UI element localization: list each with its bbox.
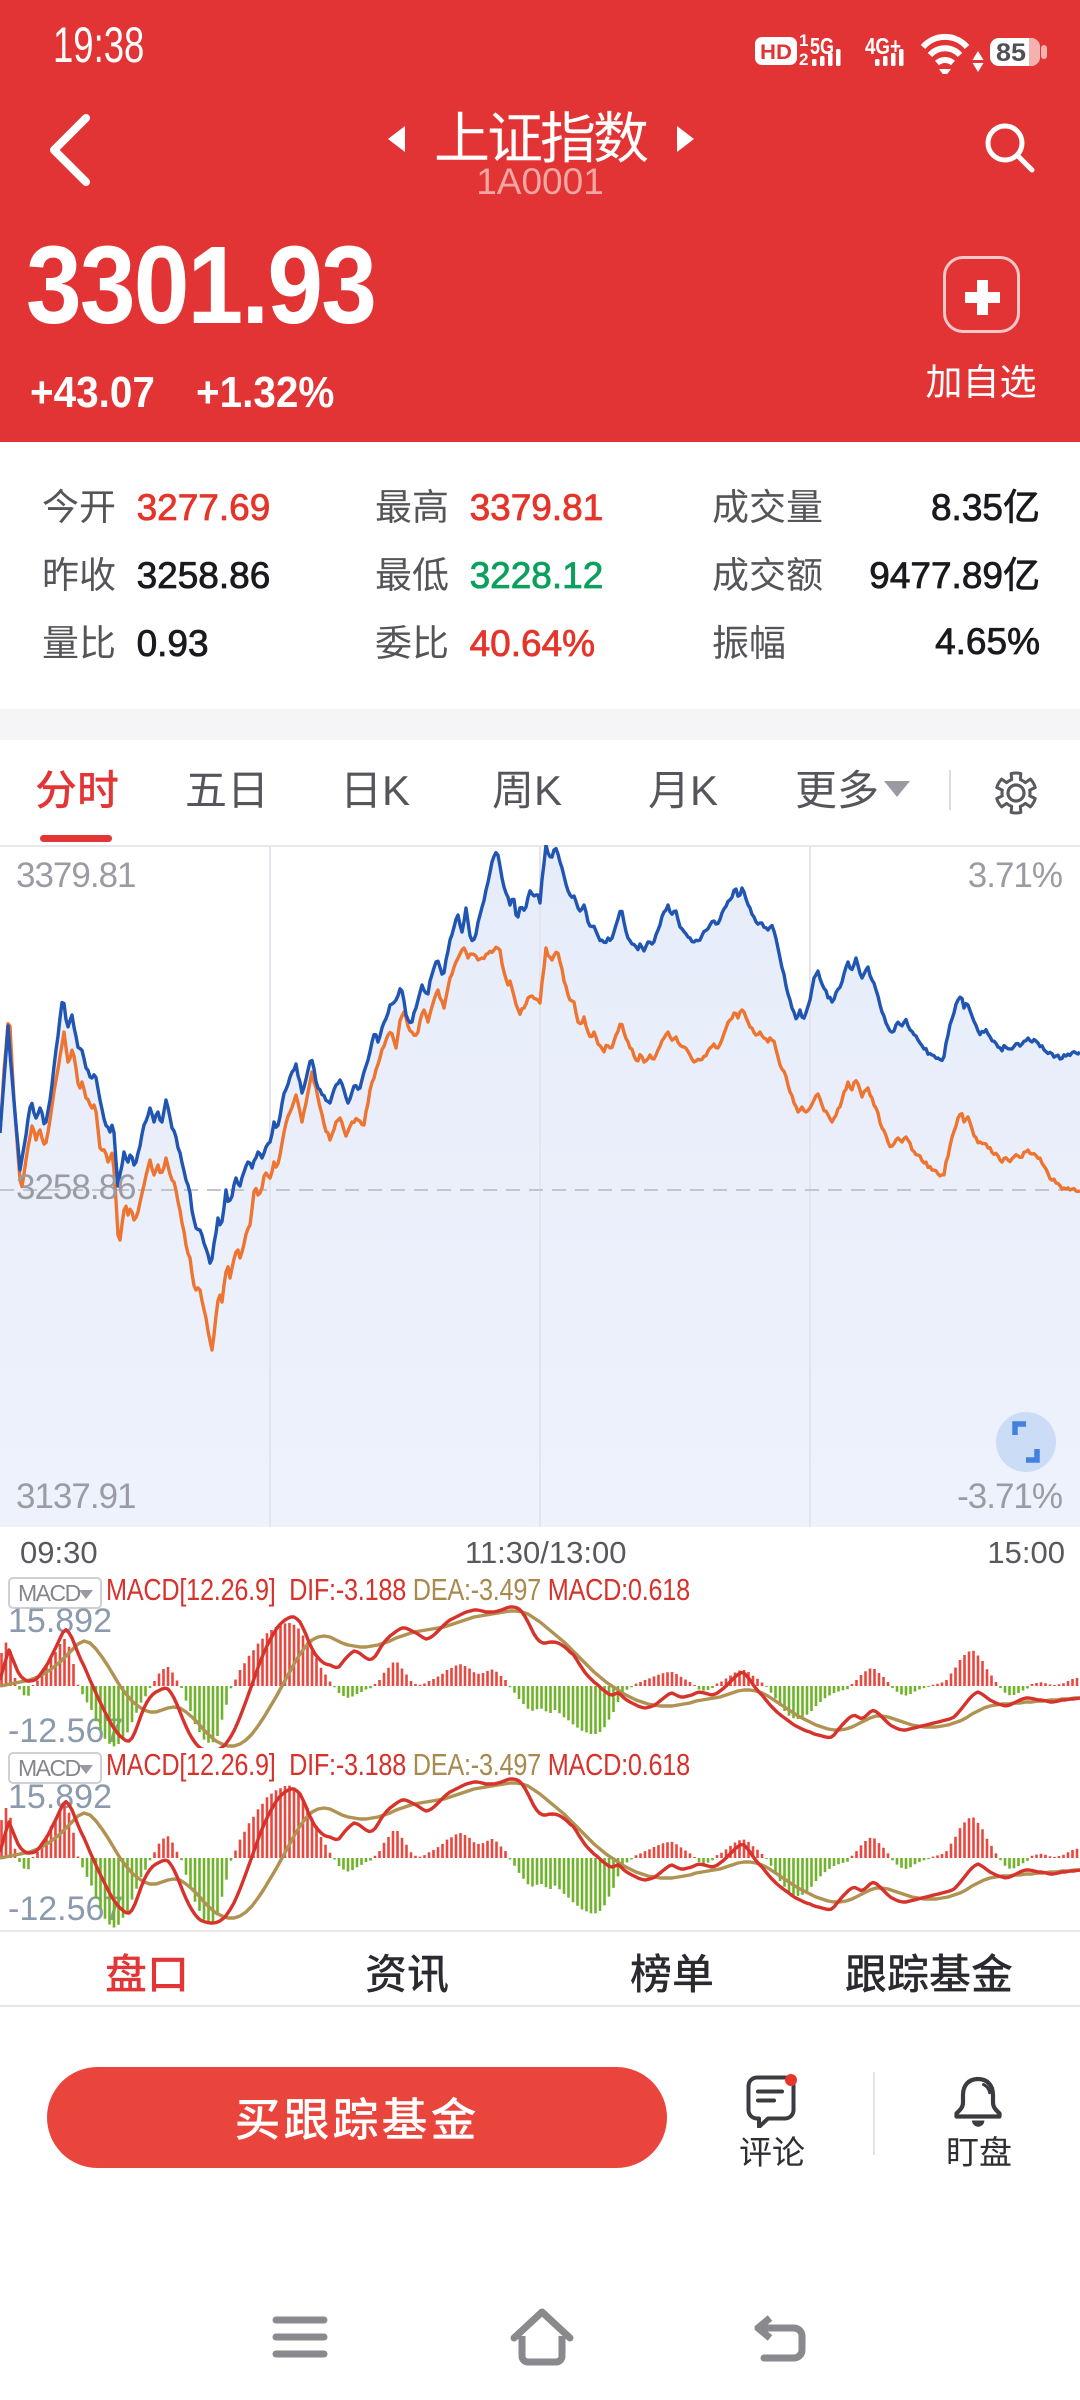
svg-text:2: 2 xyxy=(799,50,808,69)
svg-text:1: 1 xyxy=(799,31,808,50)
svg-text:HD: HD xyxy=(760,41,792,64)
svg-text:4G+: 4G+ xyxy=(865,33,901,59)
svg-text:85: 85 xyxy=(996,39,1026,67)
